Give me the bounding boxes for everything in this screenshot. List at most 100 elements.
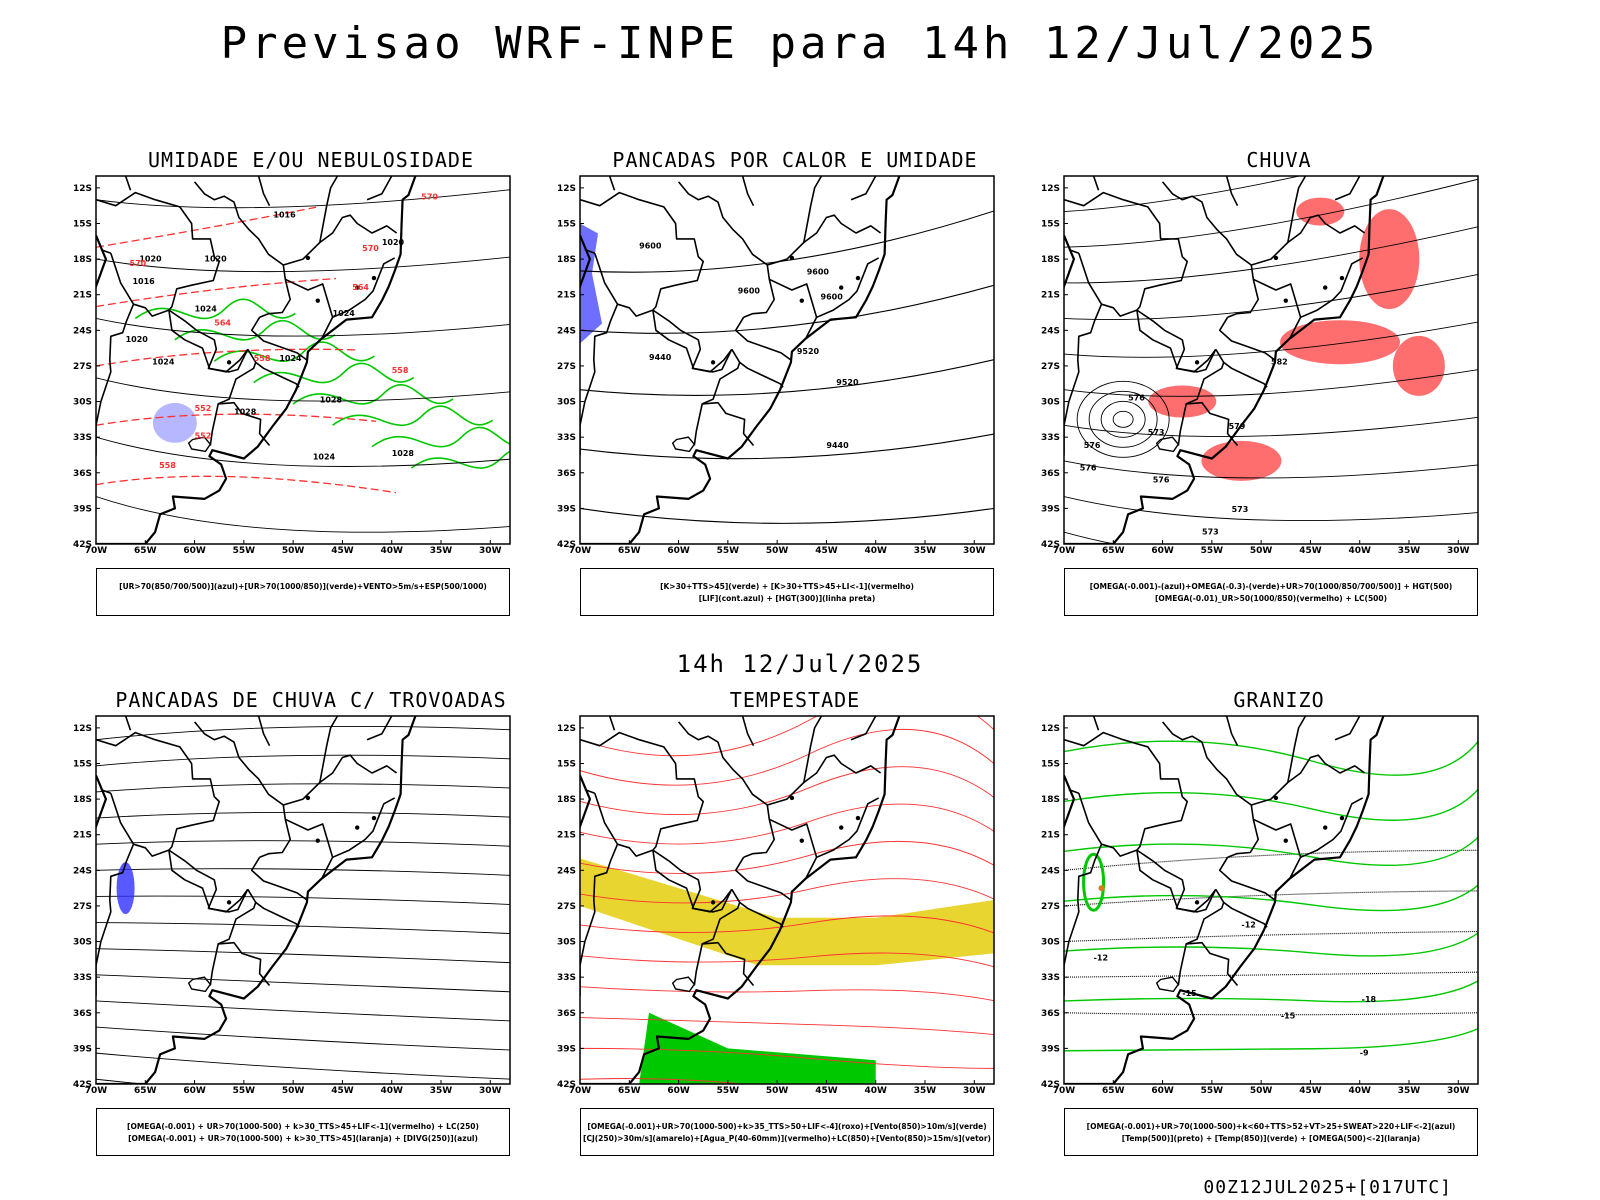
- pressure-contour: [96, 496, 510, 533]
- panel-pancadas-trovoadas: PANCADAS DE CHUVA C/ TROVOADAS 12S 15S 18S…: [73, 688, 526, 1158]
- map-frame: [579, 715, 995, 1085]
- run-timestamp: 00Z12JUL2025+[017UTC]: [1203, 1177, 1452, 1198]
- state-border: [594, 792, 654, 857]
- hgt500-contour: [1112, 410, 1134, 428]
- streamline-850: [580, 766, 994, 815]
- state-border: [1136, 309, 1179, 369]
- state-border: [1078, 792, 1138, 857]
- humidity-contour: [134, 298, 296, 320]
- contour-label: 576: [1080, 463, 1097, 472]
- coastline: [580, 176, 901, 544]
- state-border: [283, 754, 398, 806]
- lat-label: 36S: [1041, 1009, 1060, 1019]
- streamline: [1064, 460, 1478, 479]
- state-border: [1300, 797, 1364, 859]
- lat-label: 27S: [557, 362, 576, 372]
- lat-label: 21S: [73, 831, 92, 841]
- wind850-green-area: [639, 1012, 876, 1084]
- state-border: [218, 941, 271, 987]
- lat-label: 15S: [1041, 219, 1060, 229]
- state-border: [580, 191, 733, 373]
- state-border: [250, 316, 308, 361]
- temp850-contour: [1064, 932, 1478, 957]
- state-border: [739, 901, 784, 928]
- state-border: [1223, 901, 1268, 928]
- lon-label: 35W: [1398, 546, 1421, 556]
- lake-mark: [371, 815, 377, 821]
- lon-label: 60W: [1151, 546, 1174, 556]
- panel-granizo: GRANIZO -12 -12 -15 -15 -18 -9 12S 15S 18S 21S 24S…: [1041, 688, 1494, 1158]
- contour-label: 558: [254, 354, 271, 363]
- rain-red-area: [1392, 335, 1445, 396]
- streamline-850: [580, 952, 994, 968]
- streamline-850: [580, 986, 994, 1002]
- state-border: [1225, 716, 1239, 747]
- streamline: [96, 922, 510, 935]
- lon-label: 50W: [766, 546, 789, 556]
- state-border: [767, 214, 882, 266]
- lon-label: 70W: [1053, 546, 1076, 556]
- state-border: [100, 788, 112, 794]
- state-border: [803, 716, 823, 783]
- lon-label: 35W: [430, 1086, 453, 1096]
- contour-label: 576: [1084, 441, 1101, 450]
- thickness-contour: [96, 206, 317, 248]
- state-border: [739, 361, 784, 388]
- map-layers: [580, 716, 994, 1084]
- state-border: [652, 849, 695, 909]
- state-border: [1064, 843, 1103, 998]
- contour-label: 9600: [738, 287, 761, 296]
- lat-label: 30S: [557, 398, 576, 408]
- temp850-contour: [1082, 852, 1106, 912]
- panel-legend: [K>30+TTS>45](verde) + [K>30+TTS>45+LI<-…: [580, 568, 994, 616]
- lon-label: 70W: [85, 1086, 108, 1096]
- thickness-contour: [96, 348, 357, 367]
- lat-label: 33S: [1041, 433, 1060, 443]
- lat-label: 24S: [557, 866, 576, 876]
- state-border: [1334, 716, 1361, 741]
- panel-pancadas-calor: PANCADAS POR CALOR E UMIDADE 9600 9600 960…: [557, 148, 1010, 618]
- lat-label: 24S: [73, 866, 92, 876]
- state-border: [816, 257, 880, 319]
- state-border: [734, 856, 792, 901]
- lat-label: 36S: [557, 469, 576, 479]
- state-border: [768, 818, 818, 879]
- hgt300-contour: [580, 359, 994, 396]
- map-frame: [95, 175, 511, 545]
- contour-label: 564: [214, 319, 231, 328]
- map-granizo: -12 -12 -15 -15 -18 -9 12S 15S 18S 21S 24S 27S 30S 33…: [1041, 715, 1479, 1096]
- lon-label: 65W: [618, 546, 641, 556]
- rain-red-area: [1148, 385, 1217, 418]
- state-border: [366, 176, 393, 201]
- contour-label: 570: [421, 193, 438, 202]
- state-border: [692, 888, 733, 913]
- humidity-contour: [253, 362, 415, 384]
- state-border: [1136, 849, 1179, 909]
- contour-label: 9600: [639, 241, 662, 250]
- lon-label: 35W: [914, 546, 937, 556]
- lat-label: 33S: [557, 433, 576, 443]
- contour-label: 9600: [807, 268, 830, 277]
- coastline: [580, 716, 901, 1084]
- contour-label: 1024: [313, 453, 336, 462]
- lake-mark: [226, 900, 232, 905]
- streamline: [96, 1000, 510, 1022]
- lat-label: 27S: [73, 362, 92, 372]
- temp850-contour: [1064, 740, 1478, 776]
- lake-mark: [1273, 795, 1279, 801]
- lake-mark: [1339, 275, 1345, 281]
- state-border: [803, 176, 823, 243]
- humidity-contour: [292, 384, 454, 405]
- lat-label: 39S: [73, 504, 92, 514]
- lon-label: 65W: [134, 1086, 157, 1096]
- lat-label: 30S: [1041, 938, 1060, 948]
- state-border: [1161, 721, 1259, 859]
- lat-label: 36S: [1041, 469, 1060, 479]
- lat-label: 42S: [557, 1080, 576, 1090]
- state-border: [594, 252, 654, 317]
- lif-blue-area: [580, 223, 602, 344]
- humidity-contour: [174, 319, 336, 341]
- pressure-contour: [96, 436, 510, 467]
- panel-title: PANCADAS POR CALOR E UMIDADE: [612, 148, 978, 172]
